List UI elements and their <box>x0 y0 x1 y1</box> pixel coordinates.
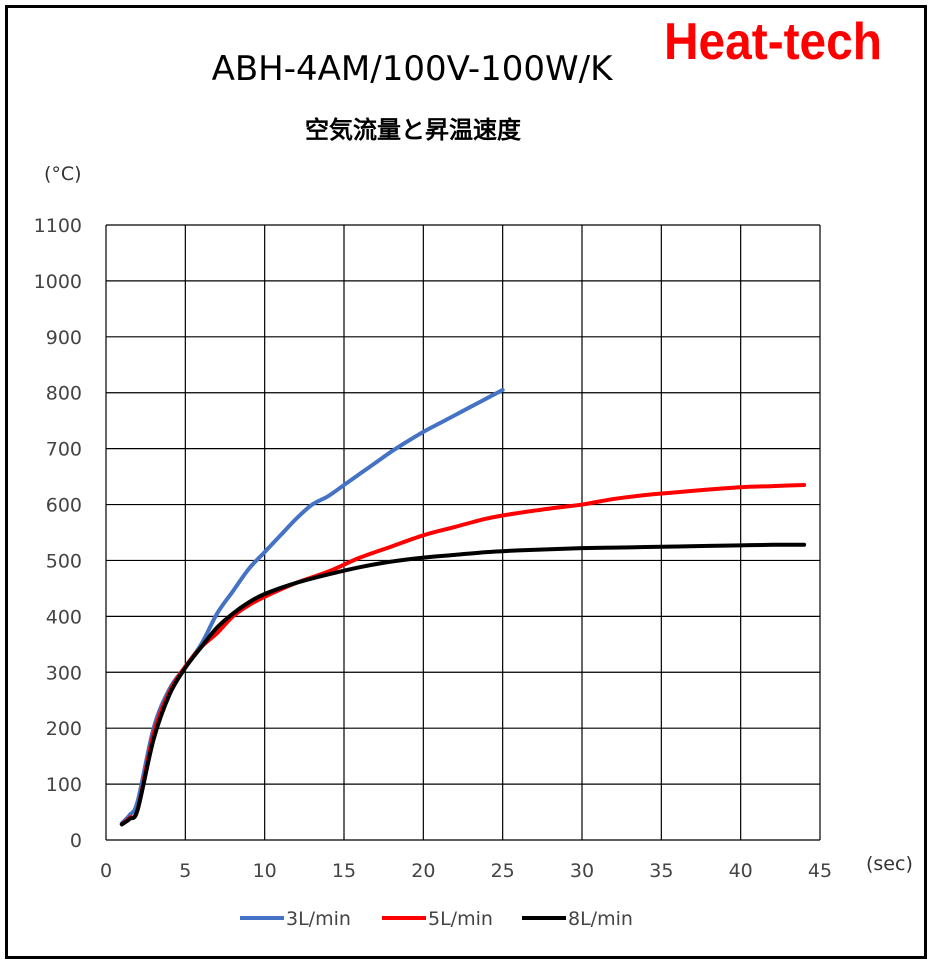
y-tick-label: 1100 <box>34 215 82 237</box>
series-line-8lmin <box>119 542 807 827</box>
series-lines <box>119 387 807 827</box>
series-line-5lmin <box>119 482 807 827</box>
legend-label: 5L/min <box>428 908 493 930</box>
y-tick-label: 900 <box>46 327 82 349</box>
x-tick-label: 40 <box>729 860 753 882</box>
y-tick-label: 400 <box>46 606 82 628</box>
brand-logo: Heat-tech <box>664 13 882 71</box>
x-tick-label: 45 <box>808 860 832 882</box>
y-tick-label: 1000 <box>34 271 82 293</box>
y-tick-label: 700 <box>46 439 82 461</box>
y-axis-unit: (°C) <box>44 163 82 185</box>
x-axis-ticks: 0 5 10 15 20 25 30 35 40 45 <box>100 860 832 882</box>
y-tick-label: 500 <box>46 550 82 572</box>
legend-label: 3L/min <box>286 908 351 930</box>
x-tick-label: 0 <box>100 860 112 882</box>
chart-title: ABH-4AM/100V-100W/K <box>211 49 613 89</box>
x-tick-label: 30 <box>570 860 594 882</box>
x-tick-label: 20 <box>411 860 435 882</box>
legend-label: 8L/min <box>568 908 633 930</box>
y-tick-label: 200 <box>46 718 82 740</box>
y-tick-label: 300 <box>46 662 82 684</box>
y-axis-ticks: 0 100 200 300 400 500 600 700 800 900 1000 1100 <box>34 215 82 852</box>
x-tick-label: 5 <box>179 860 191 882</box>
chart-subtitle: 空気流量と昇温速度 <box>305 116 521 144</box>
x-tick-label: 35 <box>649 860 673 882</box>
chart-frame <box>5 5 927 959</box>
x-tick-label: 25 <box>491 860 515 882</box>
y-tick-label: 600 <box>46 495 82 517</box>
x-tick-label: 15 <box>332 860 356 882</box>
x-tick-label: 10 <box>253 860 277 882</box>
y-tick-label: 100 <box>46 774 82 796</box>
x-axis-unit: (sec) <box>866 853 913 875</box>
y-tick-label: 0 <box>70 830 82 852</box>
grid-lines <box>105 224 821 841</box>
y-tick-label: 800 <box>46 383 82 405</box>
series-line-3lmin <box>119 387 505 826</box>
legend: 3L/min 5L/min 8L/min <box>240 908 633 930</box>
